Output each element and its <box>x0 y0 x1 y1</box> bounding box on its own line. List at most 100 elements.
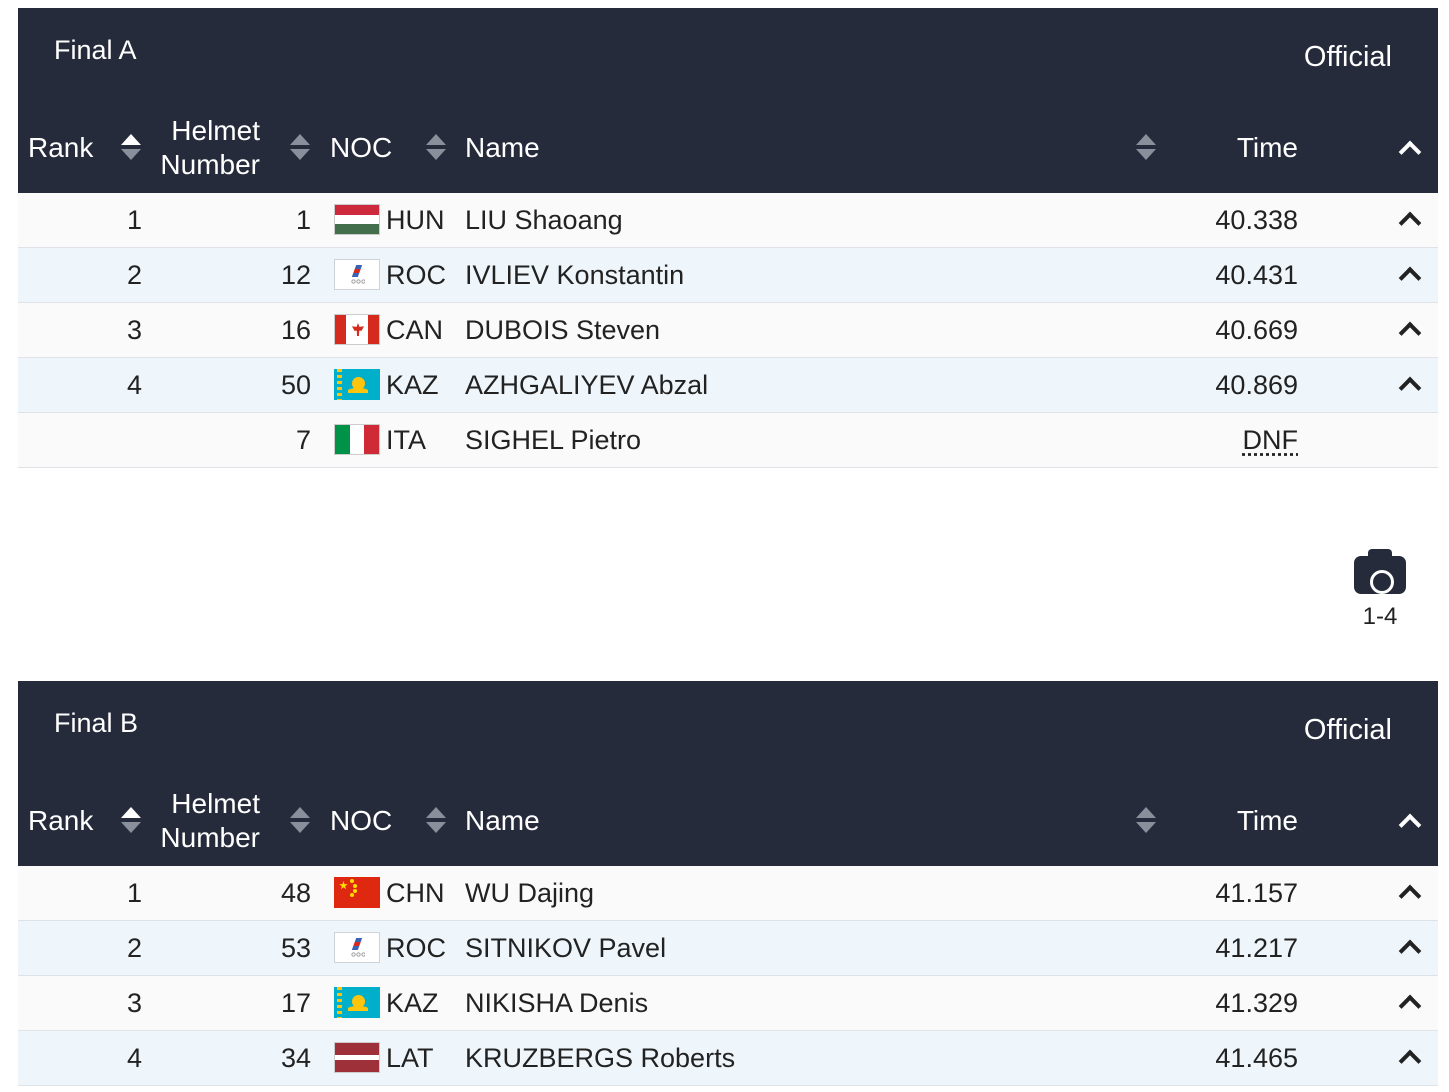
table-row[interactable]: 2 12 ROC IVLIEV Konstantin 40.431 <box>18 248 1438 303</box>
rank-sort-icon[interactable] <box>121 807 141 835</box>
helmet-number-value: 16 <box>280 315 311 345</box>
name-column-header[interactable]: Name <box>465 132 540 163</box>
rank-value: 1 <box>126 878 142 908</box>
final-title: Final B <box>54 708 139 738</box>
roc-flag-icon <box>334 932 380 963</box>
rank-value: 4 <box>126 1043 142 1073</box>
rank-value: 2 <box>126 260 142 290</box>
helmet-number-value: 7 <box>295 425 311 455</box>
helmet-number-value: 17 <box>280 988 311 1018</box>
chevron-up-icon[interactable] <box>1398 266 1422 290</box>
name-sort-icon[interactable] <box>1136 807 1156 835</box>
chevron-up-icon[interactable] <box>1398 321 1422 345</box>
noc-value: ROC <box>386 933 446 963</box>
chevron-up-icon[interactable] <box>1398 1049 1422 1073</box>
helmet-number-value: 48 <box>280 878 311 908</box>
helmet-number-value: 12 <box>280 260 311 290</box>
table-row[interactable]: 3 17 KAZ NIKISHA Denis 41.329 <box>18 976 1438 1031</box>
chevron-up-icon[interactable] <box>1398 813 1422 837</box>
helmet-number-value: 53 <box>280 933 311 963</box>
table-row[interactable]: 3 16 CAN DUBOIS Steven 40.669 <box>18 303 1438 358</box>
result-status: Official <box>1303 714 1392 746</box>
table-row[interactable]: 1 48 CHN WU Dajing 41.157 <box>18 866 1438 921</box>
final-b-table: Final B Official Rank Helmet Number NOC … <box>18 681 1438 1086</box>
hun-flag-icon <box>334 204 380 235</box>
final-b-header: Final B Official Rank Helmet Number NOC … <box>18 681 1438 866</box>
noc-value: LAT <box>386 1043 434 1073</box>
chevron-up-icon[interactable] <box>1398 211 1422 235</box>
time-value: 40.338 <box>1215 205 1298 235</box>
rank-value: 2 <box>126 933 142 963</box>
time-value: 41.465 <box>1215 1043 1298 1073</box>
noc-value: ITA <box>386 425 426 455</box>
screenshot-range-label[interactable]: 1-4 <box>1362 603 1398 630</box>
athlete-name[interactable]: NIKISHA Denis <box>465 988 649 1018</box>
noc-sort-icon[interactable] <box>426 807 446 835</box>
kaz-flag-icon <box>334 369 380 400</box>
noc-sort-icon[interactable] <box>426 134 446 162</box>
rank-value: 4 <box>126 370 142 400</box>
athlete-name[interactable]: DUBOIS Steven <box>465 315 661 345</box>
lat-flag-icon <box>334 1042 380 1073</box>
rank-column-header[interactable]: Rank <box>28 132 94 163</box>
can-flag-icon <box>334 314 380 345</box>
table-row[interactable]: 7 ITA SIGHEL Pietro DNF <box>18 413 1438 468</box>
kaz-flag-icon <box>334 987 380 1018</box>
athlete-name[interactable]: IVLIEV Konstantin <box>465 260 685 290</box>
rank-sort-icon[interactable] <box>121 134 141 162</box>
time-value[interactable]: DNF <box>1242 425 1299 455</box>
time-value: 40.431 <box>1215 260 1298 290</box>
time-value: 41.217 <box>1215 933 1298 963</box>
time-column-header[interactable]: Time <box>1236 132 1298 163</box>
chevron-up-icon[interactable] <box>1398 376 1422 400</box>
noc-value: HUN <box>386 205 445 235</box>
chevron-up-icon[interactable] <box>1398 994 1422 1018</box>
table-row[interactable]: 2 53 ROC SITNIKOV Pavel 41.217 <box>18 921 1438 976</box>
rank-value: 1 <box>126 205 142 235</box>
time-value: 40.869 <box>1215 370 1298 400</box>
chevron-up-icon[interactable] <box>1398 884 1422 908</box>
athlete-name[interactable]: AZHGALIYEV Abzal <box>465 370 709 400</box>
noc-column-header[interactable]: NOC <box>330 132 393 163</box>
name-column-header[interactable]: Name <box>465 805 540 836</box>
final-a-rows: 1 1 HUN LIU Shaoang 40.338 2 12 ROC IVLIEV Konst… <box>18 193 1438 468</box>
athlete-name[interactable]: SITNIKOV Pavel <box>465 933 667 963</box>
time-value: 40.669 <box>1215 315 1298 345</box>
table-row[interactable]: 4 34 LAT KRUZBERGS Roberts 41.465 <box>18 1031 1438 1086</box>
result-status: Official <box>1303 41 1392 73</box>
helmet-column-header[interactable]: Helmet Number <box>160 114 260 182</box>
helmet-number-value: 34 <box>280 1043 311 1073</box>
rank-value: 3 <box>126 988 142 1018</box>
chn-flag-icon <box>334 877 380 908</box>
table-row[interactable]: 1 1 HUN LIU Shaoang 40.338 <box>18 193 1438 248</box>
helmet-column-header[interactable]: Helmet Number <box>160 787 260 855</box>
helmet-header-line2: Number <box>160 149 260 180</box>
table-row[interactable]: 4 50 KAZ AZHGALIYEV Abzal 40.869 <box>18 358 1438 413</box>
camera-icon[interactable] <box>1352 548 1406 594</box>
rank-value: 3 <box>126 315 142 345</box>
time-value: 41.157 <box>1215 878 1298 908</box>
helmet-sort-icon[interactable] <box>290 134 310 162</box>
time-column-header[interactable]: Time <box>1236 805 1298 836</box>
athlete-name[interactable]: WU Dajing <box>465 878 595 908</box>
chevron-up-icon[interactable] <box>1398 140 1422 164</box>
chevron-up-icon[interactable] <box>1398 939 1422 963</box>
noc-value: KAZ <box>386 988 439 1018</box>
noc-value: KAZ <box>386 370 439 400</box>
rank-column-header[interactable]: Rank <box>28 805 94 836</box>
noc-value: ROC <box>386 260 446 290</box>
helmet-header-line1: Helmet <box>171 115 260 146</box>
helmet-sort-icon[interactable] <box>290 807 310 835</box>
final-title: Final A <box>54 35 137 65</box>
roc-flag-icon <box>334 259 380 290</box>
athlete-name[interactable]: SIGHEL Pietro <box>465 425 642 455</box>
athlete-name[interactable]: KRUZBERGS Roberts <box>465 1043 736 1073</box>
noc-value: CHN <box>386 878 445 908</box>
athlete-name[interactable]: LIU Shaoang <box>465 205 623 235</box>
noc-column-header[interactable]: NOC <box>330 805 393 836</box>
helmet-header-line1: Helmet <box>171 788 260 819</box>
name-sort-icon[interactable] <box>1136 134 1156 162</box>
helmet-number-value: 1 <box>295 205 311 235</box>
final-a-table: Final A Official Rank Helmet Number NOC … <box>18 8 1438 468</box>
final-a-header: Final A Official Rank Helmet Number NOC … <box>18 8 1438 193</box>
